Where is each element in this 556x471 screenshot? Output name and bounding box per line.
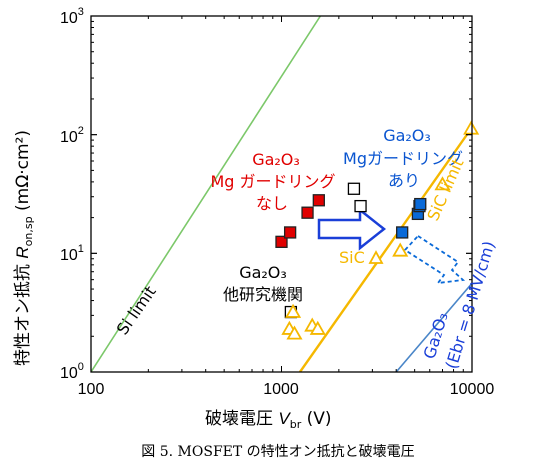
- sic-limit-line: [298, 126, 472, 372]
- x-tick-label: 100: [78, 381, 105, 398]
- projection-arrow: [403, 234, 466, 285]
- si-limit-label: Si limit: [113, 282, 160, 338]
- sic-legend-triangle: [368, 250, 384, 264]
- limit-lines: [91, 16, 472, 372]
- y-axis-label: 特性オン抵抗 Ron,sp (mΩ·cm²): [13, 130, 35, 366]
- sic-point-label: SiC: [339, 248, 365, 267]
- y-tick-label: 102: [60, 125, 84, 146]
- x-tick-label: 10000: [450, 381, 495, 398]
- si-limit-line: [91, 16, 322, 372]
- blue-series-marker: [414, 197, 427, 211]
- y-tick-label: 100: [60, 361, 84, 382]
- svg-text:Mg ガードリング: Mg ガードリング: [210, 172, 335, 191]
- sic-marker: [286, 325, 303, 340]
- sic-marker: [434, 176, 451, 191]
- figure-caption: 図 5. MOSFET の特性オン抵抗と破壊電圧: [141, 444, 415, 460]
- axis-ticks: [90, 15, 473, 373]
- red-series-marker: [283, 226, 297, 239]
- red-series-marker: [312, 194, 325, 207]
- svg-text:Ga₂O₃: Ga₂O₃: [383, 126, 431, 145]
- x-axis-label: 破壊電圧 Vbr (V): [205, 409, 332, 431]
- blue-series-annotation: Ga₂O₃ Mgガードリング あり: [343, 126, 463, 190]
- improvement-arrow: [317, 207, 387, 251]
- ga2o3-limit-line: [395, 282, 472, 372]
- other-institutes-marker: [354, 199, 367, 213]
- y-tick-label: 101: [60, 243, 84, 264]
- svg-text:Ga₂O₃: Ga₂O₃: [239, 263, 287, 282]
- svg-text:Ga₂O₃: Ga₂O₃: [252, 150, 300, 169]
- data-markers: [275, 120, 480, 340]
- svg-text:他研究機関: 他研究機関: [223, 285, 303, 304]
- other-institutes-marker: [347, 182, 361, 195]
- y-tick-labels: 103 102 101 100: [60, 6, 84, 382]
- x-tick-labels: 100 1000 10000: [78, 381, 495, 398]
- y-tick-label: 103: [60, 6, 84, 27]
- svg-text:あり: あり: [388, 171, 420, 190]
- x-tick-label: 1000: [263, 381, 299, 398]
- red-series-marker: [275, 235, 288, 248]
- other-institutes-annotation: Ga₂O₃ 他研究機関: [223, 263, 303, 304]
- sic-marker: [392, 242, 409, 257]
- sic-marker: [463, 120, 480, 135]
- chart: 103 102 101 100 100 1000 10000 破壊電圧 Vbr …: [13, 6, 499, 431]
- red-series-marker: [301, 206, 314, 219]
- svg-text:Mgガードリング: Mgガードリング: [343, 149, 463, 168]
- svg-text:なし: なし: [256, 194, 288, 213]
- red-series-annotation: Ga₂O₃ Mg ガードリング なし: [210, 150, 335, 213]
- sic-marker: [309, 320, 326, 335]
- blue-series-marker: [396, 226, 409, 239]
- sic-marker: [285, 303, 302, 318]
